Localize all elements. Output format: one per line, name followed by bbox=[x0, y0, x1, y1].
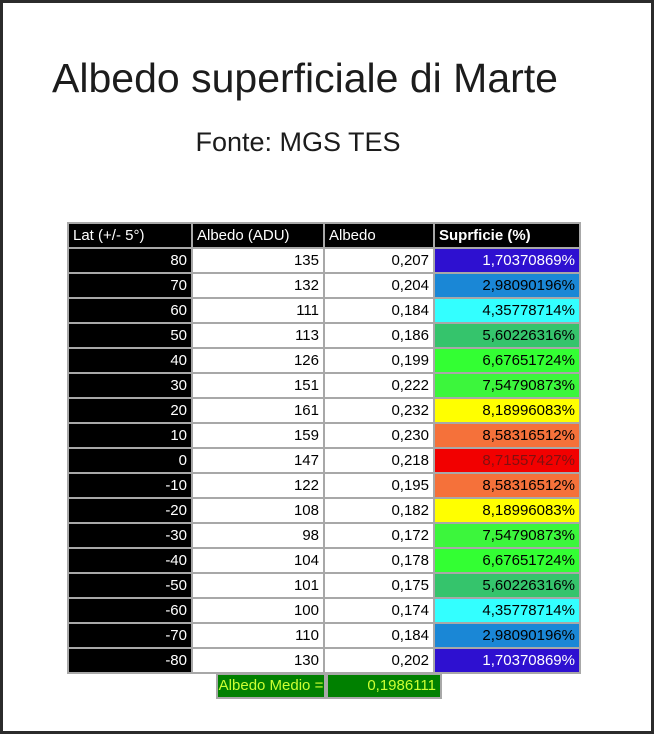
albedo-table: Lat (+/- 5°) Albedo (ADU) Albedo Suprfic… bbox=[67, 222, 581, 674]
table-row: -20 108 0,182 8,18996083% bbox=[67, 497, 581, 524]
adu-cell: 110 bbox=[191, 622, 325, 649]
surface-cell: 6,67651724% bbox=[433, 547, 581, 574]
surface-cell: 8,58316512% bbox=[433, 422, 581, 449]
albedo-cell: 0,172 bbox=[323, 522, 435, 549]
header-adu: Albedo (ADU) bbox=[191, 222, 325, 249]
table-row: -30 98 0,172 7,54790873% bbox=[67, 522, 581, 549]
albedo-cell: 0,184 bbox=[323, 297, 435, 324]
adu-cell: 101 bbox=[191, 572, 325, 599]
adu-cell: 147 bbox=[191, 447, 325, 474]
lat-cell: 40 bbox=[67, 347, 193, 374]
albedo-cell: 0,222 bbox=[323, 372, 435, 399]
table-row: 20 161 0,232 8,18996083% bbox=[67, 397, 581, 424]
adu-cell: 98 bbox=[191, 522, 325, 549]
table-row: 0 147 0,218 8,71557427% bbox=[67, 447, 581, 474]
table-row: 50 113 0,186 5,60226316% bbox=[67, 322, 581, 349]
lat-cell: 10 bbox=[67, 422, 193, 449]
surface-cell: 8,71557427% bbox=[433, 447, 581, 474]
table-row: -80 130 0,202 1,70370869% bbox=[67, 647, 581, 674]
albedo-cell: 0,174 bbox=[323, 597, 435, 624]
adu-cell: 111 bbox=[191, 297, 325, 324]
surface-cell: 4,35778714% bbox=[433, 297, 581, 324]
surface-cell: 7,54790873% bbox=[433, 522, 581, 549]
lat-cell: -30 bbox=[67, 522, 193, 549]
table-row: 40 126 0,199 6,67651724% bbox=[67, 347, 581, 374]
adu-cell: 132 bbox=[191, 272, 325, 299]
lat-cell: -10 bbox=[67, 472, 193, 499]
lat-cell: -70 bbox=[67, 622, 193, 649]
adu-cell: 159 bbox=[191, 422, 325, 449]
adu-cell: 122 bbox=[191, 472, 325, 499]
lat-cell: 60 bbox=[67, 297, 193, 324]
surface-cell: 5,60226316% bbox=[433, 322, 581, 349]
table-header-row: Lat (+/- 5°) Albedo (ADU) Albedo Suprfic… bbox=[67, 222, 581, 249]
lat-cell: 50 bbox=[67, 322, 193, 349]
header-albedo: Albedo bbox=[323, 222, 435, 249]
albedo-cell: 0,230 bbox=[323, 422, 435, 449]
lat-cell: 30 bbox=[67, 372, 193, 399]
albedo-cell: 0,184 bbox=[323, 622, 435, 649]
albedo-cell: 0,218 bbox=[323, 447, 435, 474]
table-row: -40 104 0,178 6,67651724% bbox=[67, 547, 581, 574]
surface-cell: 8,18996083% bbox=[433, 397, 581, 424]
albedo-cell: 0,186 bbox=[323, 322, 435, 349]
albedo-cell: 0,182 bbox=[323, 497, 435, 524]
surface-cell: 7,54790873% bbox=[433, 372, 581, 399]
lat-cell: -50 bbox=[67, 572, 193, 599]
albedo-cell: 0,232 bbox=[323, 397, 435, 424]
lat-cell: -20 bbox=[67, 497, 193, 524]
table-body: 80 135 0,207 1,70370869% 70 132 0,204 2,… bbox=[67, 247, 581, 674]
table-row: 10 159 0,230 8,58316512% bbox=[67, 422, 581, 449]
lat-cell: -40 bbox=[67, 547, 193, 574]
page-title: Albedo superficiale di Marte bbox=[52, 55, 558, 101]
adu-cell: 151 bbox=[191, 372, 325, 399]
table-row: 60 111 0,184 4,35778714% bbox=[67, 297, 581, 324]
albedo-cell: 0,195 bbox=[323, 472, 435, 499]
table-row: -10 122 0,195 8,58316512% bbox=[67, 472, 581, 499]
albedo-cell: 0,178 bbox=[323, 547, 435, 574]
adu-cell: 108 bbox=[191, 497, 325, 524]
adu-cell: 104 bbox=[191, 547, 325, 574]
surface-cell: 2,98090196% bbox=[433, 622, 581, 649]
albedo-cell: 0,199 bbox=[323, 347, 435, 374]
lat-cell: -60 bbox=[67, 597, 193, 624]
page-subtitle: Fonte: MGS TES bbox=[195, 127, 401, 157]
albedo-cell: 0,202 bbox=[323, 647, 435, 674]
albedo-cell: 0,207 bbox=[323, 247, 435, 274]
table-row: 30 151 0,222 7,54790873% bbox=[67, 372, 581, 399]
albedo-medio-label: Albedo Medio = bbox=[216, 673, 326, 699]
albedo-cell: 0,204 bbox=[323, 272, 435, 299]
table-row: -50 101 0,175 5,60226316% bbox=[67, 572, 581, 599]
adu-cell: 161 bbox=[191, 397, 325, 424]
surface-cell: 1,70370869% bbox=[433, 647, 581, 674]
lat-cell: 0 bbox=[67, 447, 193, 474]
header-surface: Suprficie (%) bbox=[433, 222, 581, 249]
surface-cell: 6,67651724% bbox=[433, 347, 581, 374]
surface-cell: 2,98090196% bbox=[433, 272, 581, 299]
surface-cell: 5,60226316% bbox=[433, 572, 581, 599]
surface-cell: 8,18996083% bbox=[433, 497, 581, 524]
lat-cell: 80 bbox=[67, 247, 193, 274]
adu-cell: 130 bbox=[191, 647, 325, 674]
surface-cell: 1,70370869% bbox=[433, 247, 581, 274]
lat-cell: 20 bbox=[67, 397, 193, 424]
table-row: -70 110 0,184 2,98090196% bbox=[67, 622, 581, 649]
surface-cell: 4,35778714% bbox=[433, 597, 581, 624]
adu-cell: 135 bbox=[191, 247, 325, 274]
adu-cell: 100 bbox=[191, 597, 325, 624]
table-row: 80 135 0,207 1,70370869% bbox=[67, 247, 581, 274]
surface-cell: 8,58316512% bbox=[433, 472, 581, 499]
lat-cell: 70 bbox=[67, 272, 193, 299]
albedo-cell: 0,175 bbox=[323, 572, 435, 599]
adu-cell: 113 bbox=[191, 322, 325, 349]
table-row: 70 132 0,204 2,98090196% bbox=[67, 272, 581, 299]
lat-cell: -80 bbox=[67, 647, 193, 674]
albedo-medio-value: 0,1986111 bbox=[326, 673, 442, 699]
adu-cell: 126 bbox=[191, 347, 325, 374]
table-row: -60 100 0,174 4,35778714% bbox=[67, 597, 581, 624]
header-lat: Lat (+/- 5°) bbox=[67, 222, 193, 249]
